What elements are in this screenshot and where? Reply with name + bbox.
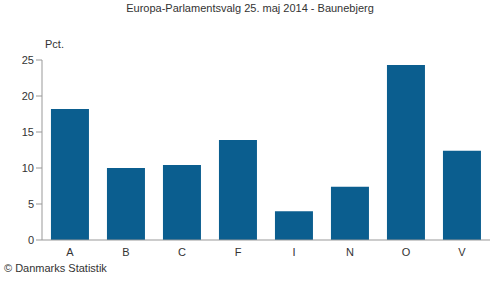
svg-text:20: 20 — [22, 90, 34, 102]
svg-text:15: 15 — [22, 126, 34, 138]
svg-text:5: 5 — [28, 198, 34, 210]
svg-text:I: I — [292, 246, 295, 258]
svg-text:F: F — [235, 246, 242, 258]
svg-text:B: B — [122, 246, 129, 258]
svg-text:V: V — [458, 246, 466, 258]
svg-text:0: 0 — [28, 234, 34, 246]
svg-text:O: O — [402, 246, 411, 258]
html-text:© Danmarks Statistik: © Danmarks Statistik — [4, 262, 107, 274]
svg-text:C: C — [178, 246, 186, 258]
svg-text:A: A — [66, 246, 74, 258]
svg-text:10: 10 — [22, 162, 34, 174]
html-text:Europa-Parlamentsvalg 25. maj: Europa-Parlamentsvalg 25. maj 2014 - Bau… — [126, 2, 374, 14]
svg-text:N: N — [346, 246, 354, 258]
html-text:Pct.: Pct. — [45, 38, 64, 50]
svg-text:25: 25 — [22, 54, 34, 66]
